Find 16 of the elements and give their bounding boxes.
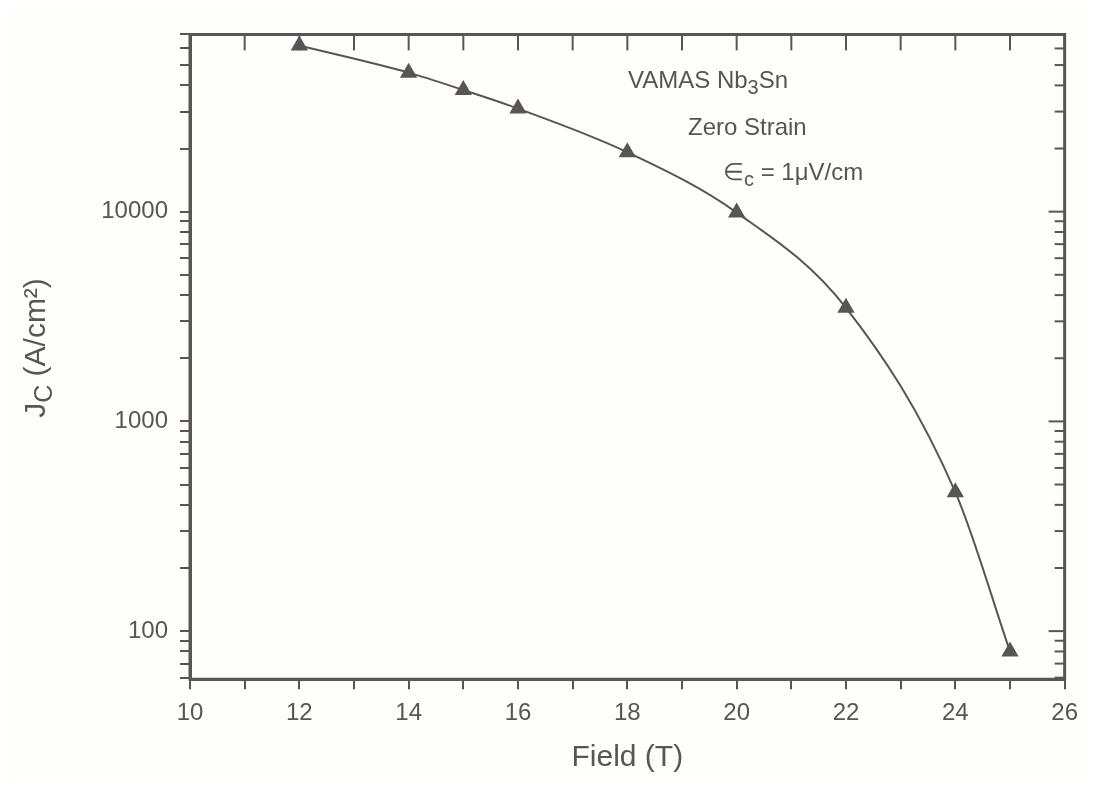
- x-tick-label: 10: [176, 698, 204, 726]
- annotation: ∈$_{c}$ = 1μV/cm: [723, 158, 864, 191]
- x-tick-label: 26: [1051, 698, 1078, 726]
- annotation: VAMAS Nb$_{3}$Sn: [628, 66, 789, 99]
- annotation: Zero Strain: [688, 113, 807, 141]
- x-axis-title: Field (T): [571, 739, 684, 773]
- y-tick-label: 100: [127, 615, 168, 643]
- x-tick-label: 16: [504, 698, 532, 726]
- x-tick-label: 12: [285, 698, 313, 726]
- x-tick-label: 22: [832, 698, 860, 726]
- x-tick-label: 20: [723, 698, 751, 726]
- x-tick-label: 14: [395, 698, 423, 726]
- x-tick-label: 18: [613, 698, 641, 726]
- y-tick-label: 10000: [101, 196, 168, 224]
- y-tick-label: 1000: [114, 406, 168, 434]
- x-tick-label: 24: [941, 698, 969, 726]
